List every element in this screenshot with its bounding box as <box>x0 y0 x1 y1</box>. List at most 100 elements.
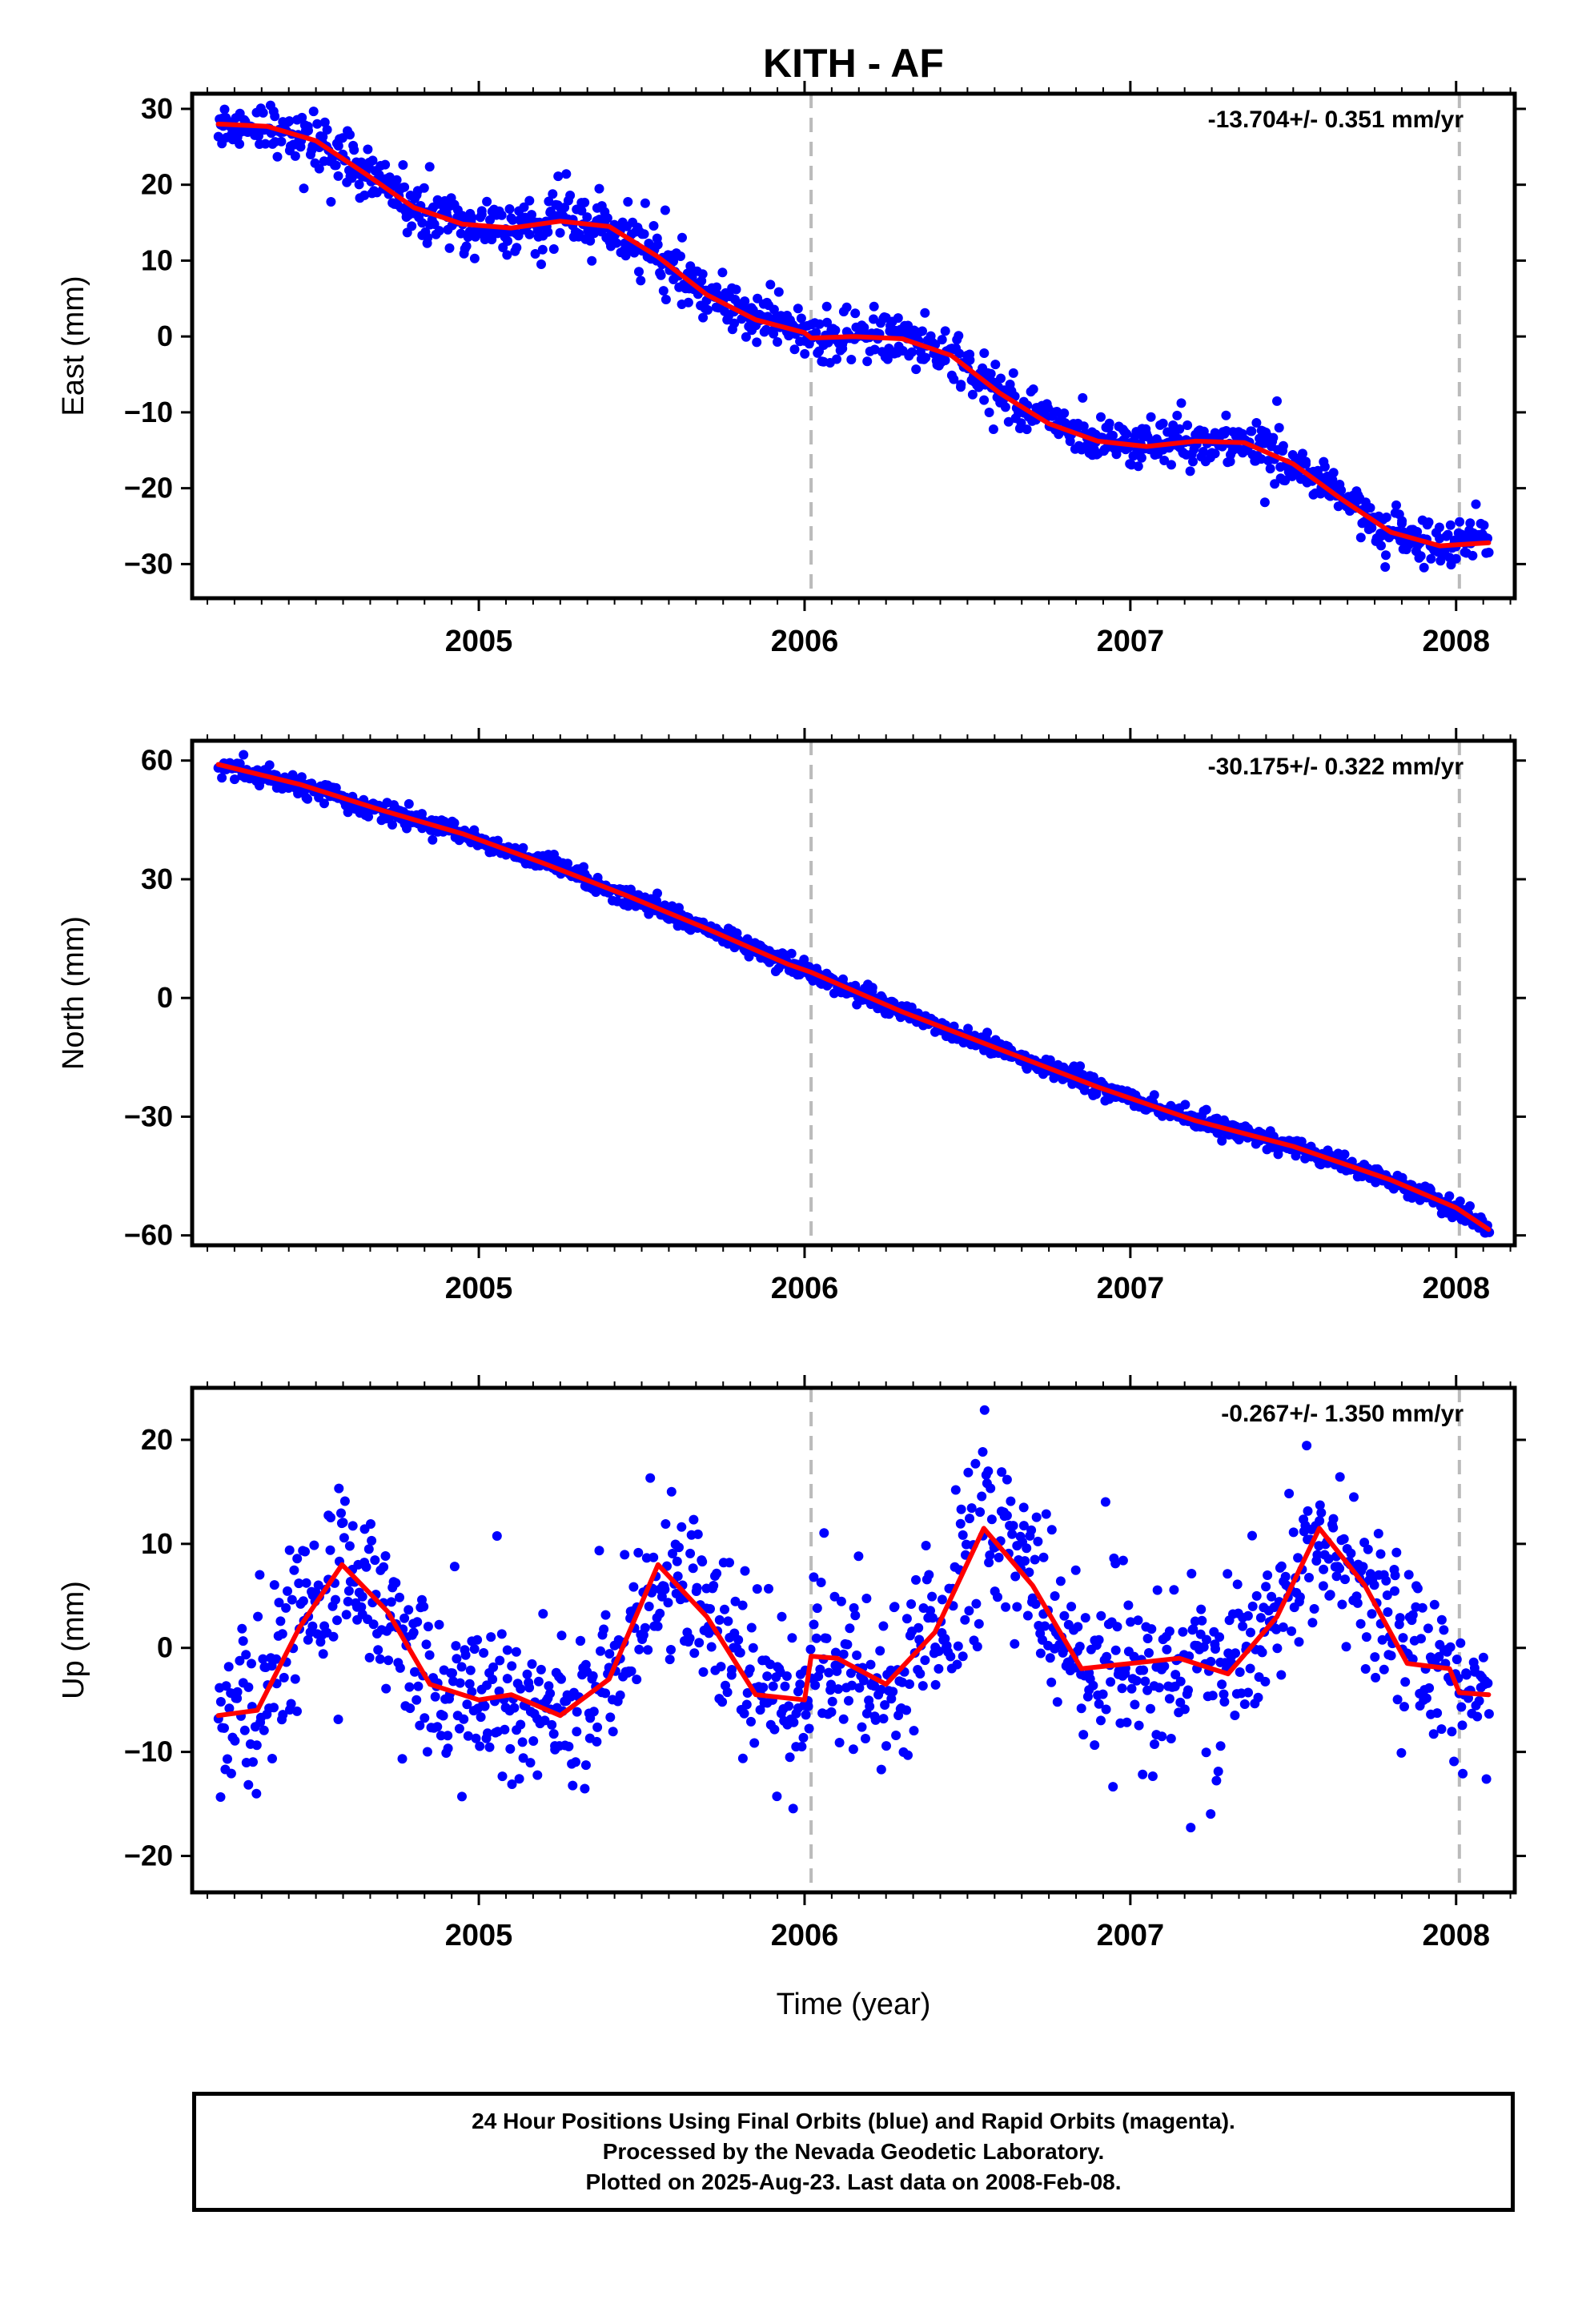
data-point <box>366 1519 375 1529</box>
data-point <box>1381 513 1391 522</box>
data-point <box>737 314 747 324</box>
data-point <box>580 1783 590 1794</box>
data-point <box>1201 1104 1211 1115</box>
data-point <box>279 1672 289 1683</box>
data-point <box>752 337 762 348</box>
data-point <box>1456 1702 1467 1712</box>
data-point <box>789 344 800 355</box>
data-point <box>464 1679 475 1689</box>
data-point <box>331 1594 340 1605</box>
data-point <box>1238 1621 1248 1631</box>
data-point <box>443 1743 453 1754</box>
data-point <box>565 191 576 200</box>
data-point <box>267 1754 277 1763</box>
data-point <box>326 1513 335 1522</box>
data-point <box>449 818 460 828</box>
data-point <box>337 133 347 143</box>
data-point <box>428 834 438 845</box>
data-point <box>1479 520 1489 530</box>
data-point <box>911 1574 921 1585</box>
data-point <box>709 1581 719 1590</box>
x-tick-label: 2007 <box>1097 1272 1165 1305</box>
data-point <box>1213 1767 1223 1776</box>
data-point <box>1215 1632 1225 1642</box>
data-point <box>1301 456 1311 467</box>
data-point <box>434 1619 444 1630</box>
data-point <box>1221 410 1231 420</box>
data-point <box>1253 1692 1263 1703</box>
data-point <box>1456 1638 1466 1648</box>
data-point <box>970 1458 981 1469</box>
y-tick-label: 20 <box>141 1423 173 1456</box>
data-point <box>1180 1100 1191 1110</box>
data-point <box>1201 1747 1211 1758</box>
data-point <box>467 1687 477 1697</box>
data-point <box>800 348 810 359</box>
x-axis-label: Time (year) <box>777 1988 931 2021</box>
footer-line-2: Processed by the Nevada Geodetic Laborat… <box>602 2139 1105 2164</box>
data-point <box>278 1710 288 1720</box>
data-point <box>368 1619 379 1630</box>
data-point <box>1166 460 1176 470</box>
data-point <box>518 1753 528 1763</box>
data-point <box>1245 1663 1255 1674</box>
data-point <box>507 1661 517 1671</box>
data-point <box>1215 1741 1226 1751</box>
data-point <box>1436 1614 1447 1625</box>
data-point <box>391 1578 401 1588</box>
data-point <box>909 1726 919 1736</box>
data-point <box>281 1602 291 1613</box>
data-point <box>1211 1775 1222 1786</box>
data-point <box>1363 1544 1373 1554</box>
data-point <box>319 117 330 127</box>
data-point <box>258 107 268 118</box>
velocity-label: -13.704+/- 0.351 mm/yr <box>1208 107 1464 133</box>
data-point <box>731 284 741 295</box>
data-point <box>846 355 857 364</box>
data-point <box>1175 1676 1186 1687</box>
data-point <box>1096 1610 1106 1621</box>
data-point <box>461 241 472 251</box>
data-point <box>1398 1633 1408 1643</box>
data-point <box>652 239 663 250</box>
data-point <box>576 1635 586 1646</box>
data-point <box>861 1734 870 1743</box>
data-point <box>373 1645 383 1655</box>
data-point <box>1391 1547 1402 1558</box>
data-point <box>870 1715 881 1725</box>
data-point <box>1030 1554 1040 1565</box>
data-point <box>235 758 245 769</box>
data-point <box>277 1629 287 1639</box>
data-point <box>857 1722 867 1732</box>
data-point <box>1315 1516 1325 1526</box>
data-point <box>1010 1638 1020 1649</box>
data-point <box>958 1651 968 1662</box>
data-point <box>1162 1644 1172 1655</box>
data-point <box>655 1608 665 1618</box>
data-point <box>413 1681 424 1691</box>
data-point <box>735 1647 745 1658</box>
data-point <box>765 279 776 290</box>
data-point <box>1199 447 1208 456</box>
data-point <box>1002 1474 1012 1485</box>
data-point <box>822 317 832 328</box>
data-point <box>1465 518 1476 529</box>
data-point <box>232 1687 243 1697</box>
data-point <box>858 1675 869 1686</box>
data-point <box>512 243 522 253</box>
data-point <box>1312 1550 1323 1560</box>
y-axis-label: Up (mm) <box>57 1581 90 1699</box>
data-point <box>1144 1648 1154 1658</box>
data-point <box>563 858 573 869</box>
data-point <box>1075 1061 1086 1072</box>
data-point <box>1104 418 1114 428</box>
data-point <box>1074 1642 1085 1651</box>
data-point <box>345 130 355 140</box>
data-point <box>561 169 572 179</box>
y-axis-label: North (mm) <box>57 916 90 1070</box>
data-point <box>456 1662 467 1672</box>
data-point <box>1257 1647 1267 1658</box>
data-point <box>1230 1711 1240 1720</box>
data-point <box>483 1728 492 1739</box>
